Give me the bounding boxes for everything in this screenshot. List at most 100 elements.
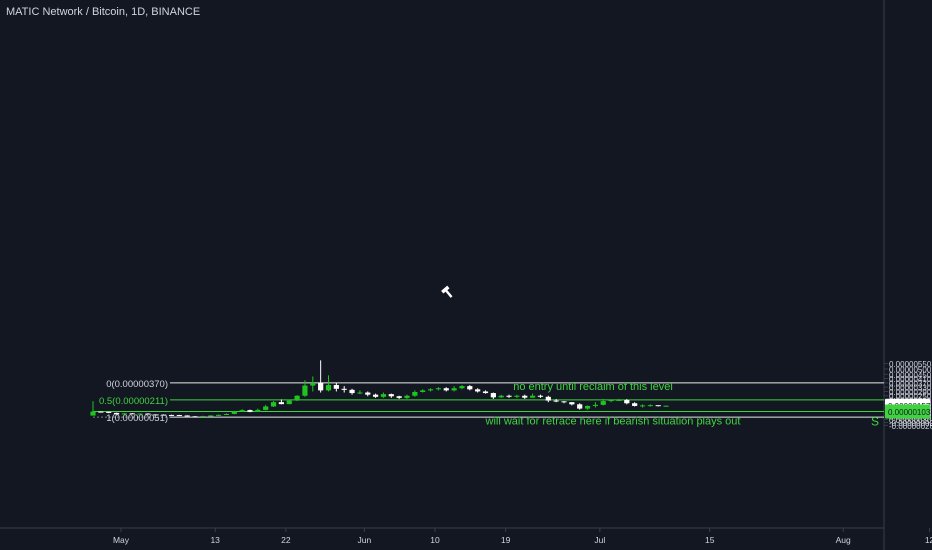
price-tick-label: -0.00000026 <box>889 422 932 431</box>
candle-body <box>325 385 332 391</box>
candle-body <box>168 414 175 416</box>
reclaim-level-note: no entry until reclaim of this level <box>513 381 673 393</box>
candle-body <box>600 401 606 405</box>
candle-body <box>624 400 630 404</box>
time-tick-label: 15 <box>705 535 715 545</box>
candle-body <box>333 385 339 389</box>
candle-body <box>216 414 222 416</box>
candle-body <box>231 411 237 414</box>
candle-body <box>459 386 465 389</box>
fib-label-0: 0(0.00000370) <box>106 379 168 390</box>
candle <box>475 388 481 393</box>
candle-body <box>121 413 127 415</box>
candle <box>341 386 347 393</box>
price-tick-label: 0.00000370 <box>889 379 932 388</box>
time-tick-label: 10 <box>430 535 440 545</box>
candle-body <box>239 410 245 412</box>
fib-label-1: 1(0.00000051) <box>106 413 168 424</box>
candle <box>137 413 143 415</box>
candle-body <box>514 395 520 397</box>
candle-body <box>113 412 120 415</box>
short-marker: S <box>871 415 879 429</box>
candle-body <box>341 388 347 390</box>
candle <box>404 394 410 399</box>
time-tick-label: Jun <box>357 535 371 545</box>
candle <box>490 392 496 399</box>
candle <box>647 404 653 407</box>
price-axis[interactable]: 0.000005500.000005000.000004500.00000410… <box>884 360 932 431</box>
candle-body <box>553 400 559 402</box>
candle <box>396 395 402 399</box>
candle-body <box>145 413 151 415</box>
time-tick-label: 22 <box>281 535 291 545</box>
candle <box>333 382 339 392</box>
candle <box>98 411 104 413</box>
candle <box>200 415 206 418</box>
candle-body <box>561 401 567 403</box>
candle-body <box>639 405 646 407</box>
price-tick-label: -0.00000000 <box>889 419 932 428</box>
candle <box>208 415 214 417</box>
candle <box>278 399 284 405</box>
retrace-level-note: will wait for retrace here if bearish si… <box>485 416 741 428</box>
candle-body <box>522 395 528 398</box>
candle <box>608 400 614 403</box>
candle-body <box>310 382 316 386</box>
candle <box>537 394 544 398</box>
candle <box>443 387 449 392</box>
time-tick-label: Jul <box>594 535 605 545</box>
candle-body <box>380 394 387 397</box>
candles <box>90 360 669 418</box>
candle <box>584 405 591 410</box>
candle-body <box>247 410 253 412</box>
candle-body <box>302 385 308 396</box>
candle-body <box>498 395 504 398</box>
candle <box>286 399 292 405</box>
candle-body <box>200 416 206 418</box>
candle-body <box>176 415 182 417</box>
candle <box>514 394 520 398</box>
candle <box>545 395 551 403</box>
candle-body <box>632 403 638 406</box>
candle-body <box>647 405 653 407</box>
candle <box>561 401 567 404</box>
candle <box>577 403 583 410</box>
candle <box>263 404 269 411</box>
price-tick-label: 0.00000500 <box>889 365 932 374</box>
candle-body <box>270 402 277 407</box>
candle <box>310 376 316 392</box>
candle <box>655 405 661 407</box>
candle-body <box>153 414 159 416</box>
candle <box>592 402 598 408</box>
candle-body <box>506 395 512 397</box>
candle <box>427 388 434 392</box>
candle <box>294 395 300 402</box>
candle <box>459 385 465 390</box>
candle <box>270 401 277 408</box>
candle-body <box>475 389 481 392</box>
candle-body <box>663 405 669 407</box>
candle-body <box>577 404 583 409</box>
candle <box>145 413 151 415</box>
candle <box>639 404 646 408</box>
price-tick-label: 0.00000250 <box>889 392 932 401</box>
candle-body <box>365 392 371 395</box>
fib-label-0-5: 0.5(0.00000211) <box>99 396 168 407</box>
candle <box>624 398 630 405</box>
retrace-price-tag <box>885 404 930 419</box>
candle <box>318 360 324 393</box>
candle <box>153 414 159 416</box>
candle-body <box>427 389 434 391</box>
time-tick-label: 13 <box>210 535 220 545</box>
candle <box>113 412 120 415</box>
candle <box>467 385 473 391</box>
price-tick-label: 0.00000030 <box>889 416 932 425</box>
candle-body <box>420 390 426 392</box>
candle-body <box>396 396 402 398</box>
candle <box>616 398 622 402</box>
candle-body <box>90 411 96 416</box>
time-axis[interactable]: May1322Jun1019Jul15Aug1221Sep16 <box>113 528 932 545</box>
candle-body <box>584 405 591 409</box>
